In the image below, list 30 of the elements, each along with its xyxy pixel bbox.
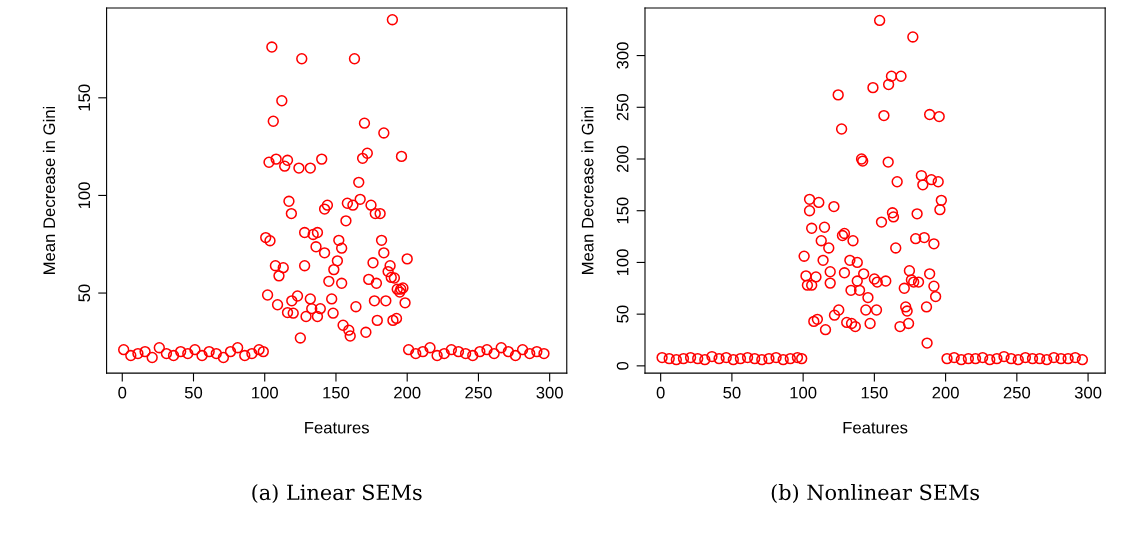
x-tick-label: 300 — [536, 386, 563, 399]
y-axis-title: Mean Decrease in Gini — [42, 106, 56, 274]
x-tick-label: 0 — [656, 386, 665, 399]
x-tick-label: 150 — [861, 386, 888, 399]
x-axis-title: Features — [843, 421, 908, 434]
y-tick-label: 250 — [616, 94, 629, 121]
y-tick-label: 0 — [616, 361, 629, 370]
text: (b) Nonlinear SEMs — [771, 484, 979, 504]
x-tick-label: 100 — [252, 386, 278, 399]
y-tick-label: 200 — [616, 145, 629, 173]
y-tick-label: 100 — [616, 249, 629, 276]
x-axis-title: Features — [305, 421, 369, 434]
x-tick-label: 100 — [790, 386, 817, 399]
x-tick-label: 0 — [118, 386, 127, 399]
y-tick-label: 50 — [616, 305, 629, 323]
x-tick-label: 150 — [323, 386, 350, 399]
y-tick-label: 100 — [78, 182, 91, 209]
y-tick-label: 150 — [616, 197, 629, 224]
x-tick-label: 200 — [932, 386, 959, 399]
y-tick-label: 50 — [78, 284, 91, 302]
x-tick-label: 300 — [1074, 386, 1102, 399]
y-tick-label: 150 — [78, 84, 91, 111]
y-axis-title: Mean Decrease in Gini — [581, 106, 594, 274]
x-tick-label: 50 — [184, 386, 203, 399]
text: (a) Linear SEMs — [252, 484, 422, 504]
x-tick-label: 250 — [465, 386, 492, 399]
x-tick-label: 200 — [394, 386, 421, 399]
x-tick-label: 250 — [1003, 386, 1031, 399]
x-tick-label: 50 — [723, 386, 741, 399]
y-tick-label: 300 — [616, 42, 629, 69]
